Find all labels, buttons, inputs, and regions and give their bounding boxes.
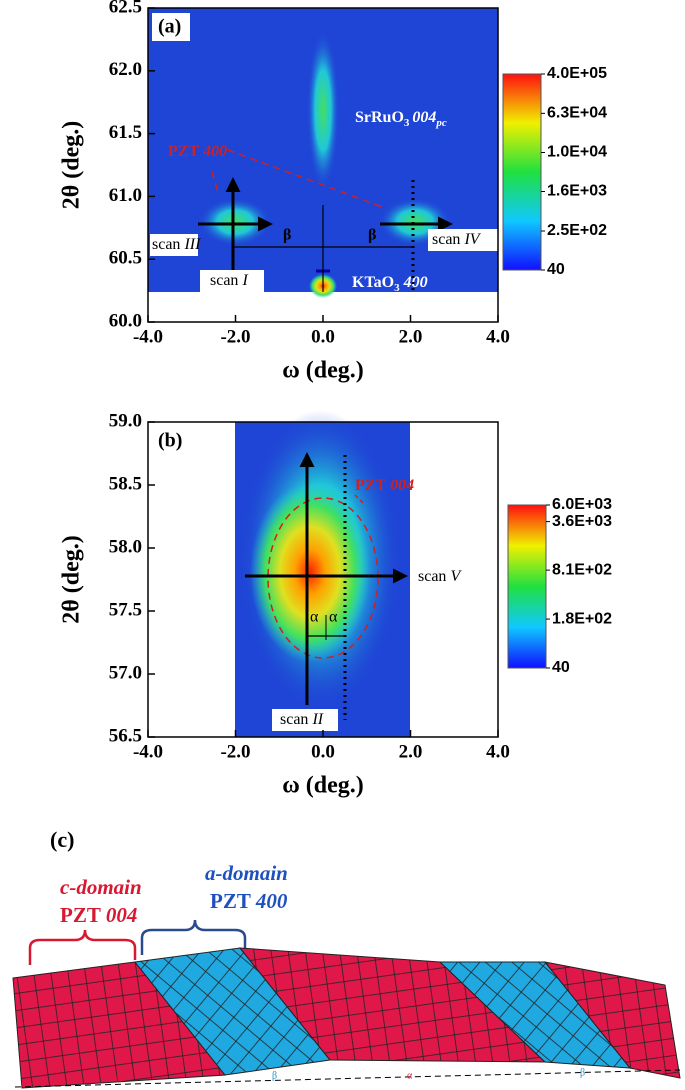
colorbar-label: 6.0E+03	[552, 496, 612, 513]
colorbar-label: 40	[547, 261, 565, 278]
annotation: scan II	[280, 711, 324, 728]
colorbar	[507, 504, 547, 669]
y-tick-label: 61.0	[109, 185, 142, 206]
domain-material: PZT 004	[60, 903, 137, 927]
y-tick-label: 62.5	[109, 0, 142, 17]
annotation: scan IV	[432, 231, 482, 248]
y-tick-label: 60.0	[109, 310, 142, 331]
x-tick-label: 4.0	[486, 326, 510, 347]
colorbar-label: 2.5E+02	[547, 222, 607, 239]
y-tick-label: 58.0	[109, 536, 142, 557]
angle-label: β	[272, 1070, 277, 1081]
y-tick-label: 60.5	[109, 248, 142, 269]
annotation: scan V	[418, 568, 462, 585]
annotation: β	[283, 227, 291, 244]
y-tick-label: 57.5	[109, 599, 142, 620]
colorbar-label: 4.0E+05	[547, 65, 607, 82]
angle-label: α	[407, 1070, 413, 1081]
angle-label: α	[116, 1073, 122, 1084]
x-tick-label: 0.0	[311, 741, 335, 762]
annotation: SrRuO3 004pc	[355, 109, 447, 129]
y-tick-label: 57.0	[109, 662, 142, 683]
annotation: β	[368, 227, 376, 244]
panel-label: (c)	[50, 827, 74, 852]
x-tick-label: 2.0	[399, 741, 423, 762]
y-axis-label: 2θ (deg.)	[59, 535, 85, 624]
angle-label: β	[580, 1067, 585, 1078]
colorbar-label: 1.8E+02	[552, 610, 612, 627]
panel-label: (b)	[158, 430, 182, 452]
colorbar-label: 8.1E+02	[552, 561, 612, 578]
panel-label: (a)	[158, 16, 181, 38]
x-tick-label: -4.0	[133, 326, 163, 347]
annotation: KTaO3 400	[352, 274, 428, 294]
domain-name: c-domain	[60, 875, 142, 899]
domain-diagram: (c) c-domain PZT 004 a-domain PZT 400 α β …	[12, 827, 681, 1089]
y-tick-label: 62.0	[109, 59, 142, 80]
annotation: scan I	[210, 272, 248, 289]
x-tick-label: 0.0	[311, 326, 335, 347]
x-axis-label: ω (deg.)	[282, 358, 364, 384]
y-tick-label: 61.5	[109, 122, 142, 143]
y-tick-label: 59.0	[109, 410, 142, 431]
x-axis-label: ω (deg.)	[282, 773, 364, 799]
annotation: PZT 400	[168, 143, 227, 160]
domain-material: PZT 400	[210, 889, 288, 913]
annotation: α	[310, 609, 319, 626]
colorbar	[502, 73, 542, 271]
colorbar-label: 40	[552, 659, 570, 676]
annotation: PZT 004	[355, 477, 414, 494]
annotations-a: (a) SrRuO3 004pc KTaO3 400 PZT 400 β β scan…	[150, 13, 498, 294]
y-tick-label: 58.5	[109, 473, 142, 494]
domain-name: a-domain	[205, 861, 288, 885]
x-tick-label: -4.0	[133, 741, 163, 762]
annotations-b: (b) PZT 004 α α scan V scan II	[152, 427, 462, 731]
heatmap-b	[235, 410, 410, 737]
y-tick-label: 56.5	[109, 725, 142, 746]
annotation: α	[329, 609, 338, 626]
annotation: scan III	[152, 236, 201, 253]
y-axis-label: 2θ (deg.)	[59, 121, 85, 210]
x-tick-label: 4.0	[486, 741, 510, 762]
x-tick-label: 2.0	[399, 326, 423, 347]
colorbar-label: 1.0E+04	[547, 144, 607, 161]
colorbar-label: 3.6E+03	[552, 513, 612, 530]
x-tick-label: -2.0	[220, 741, 250, 762]
colorbar-label: 1.6E+03	[547, 183, 607, 200]
colorbar-label: 6.3E+04	[547, 105, 607, 122]
x-tick-label: -2.0	[220, 326, 250, 347]
